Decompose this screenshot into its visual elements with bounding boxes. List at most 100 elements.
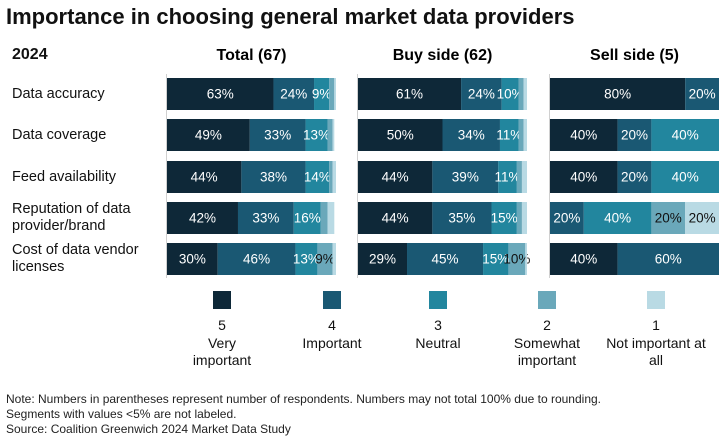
value-label: 80%	[604, 87, 631, 102]
bar-segment	[651, 202, 686, 234]
value-label: 24%	[280, 87, 307, 102]
bar-segment	[651, 161, 719, 193]
value-label: 9%	[315, 252, 335, 267]
bar-segment	[525, 243, 527, 275]
bar-segment	[327, 202, 335, 234]
bar-segment	[327, 119, 333, 151]
bar-segment	[317, 243, 333, 275]
value-label: 44%	[191, 170, 218, 185]
bar-segment	[358, 243, 408, 275]
bar-segment	[334, 78, 336, 110]
legend-swatch	[213, 291, 231, 309]
value-label: 15%	[491, 211, 518, 226]
bar-segment	[273, 78, 315, 110]
legend-swatch	[538, 291, 556, 309]
bar-segment	[483, 243, 509, 275]
legend-label: Important	[302, 335, 362, 351]
bar-segment	[550, 161, 618, 193]
legend-swatch	[323, 291, 341, 309]
bar-segment	[516, 202, 522, 234]
bar-segment	[550, 202, 584, 234]
legend-code: 4	[328, 317, 336, 333]
value-label: 15%	[482, 252, 509, 267]
bar-segment	[651, 119, 719, 151]
value-label: 38%	[260, 170, 287, 185]
value-label: 40%	[672, 170, 699, 185]
value-label: 29%	[369, 252, 396, 267]
bar-segment	[329, 161, 333, 193]
legend-label: Not important at all	[606, 335, 706, 368]
value-label: 16%	[294, 211, 321, 226]
legend-label: Somewhat important	[513, 335, 581, 368]
value-label: 30%	[179, 252, 206, 267]
legend-swatch	[647, 291, 665, 309]
bar-segment	[293, 202, 321, 234]
legend-code: 2	[543, 317, 551, 333]
bar-segment	[167, 78, 274, 110]
bar-segment	[491, 202, 517, 234]
value-label: 40%	[570, 252, 597, 267]
category-label: Cost of data vendor licenses	[12, 242, 139, 275]
legend-code: 1	[652, 317, 660, 333]
bar-segment	[314, 78, 330, 110]
bar-segment	[521, 161, 527, 193]
value-label: 24%	[468, 87, 495, 102]
panel-title: Total (67)	[217, 47, 287, 64]
value-label: 11%	[495, 170, 521, 185]
value-label: 20%	[621, 170, 648, 185]
value-label: 45%	[432, 252, 459, 267]
bar-segment	[332, 119, 335, 151]
value-label: 44%	[382, 211, 409, 226]
value-label: 34%	[458, 128, 485, 143]
bar-segment	[358, 119, 443, 151]
bar-segment	[305, 161, 330, 193]
category-label: Feed availability	[12, 168, 116, 185]
bar-segment	[432, 202, 492, 234]
bar-segment	[516, 161, 522, 193]
bar-segment	[249, 119, 306, 151]
value-label: 20%	[621, 128, 648, 143]
note: Source: Coalition Greenwich 2024 Market …	[6, 422, 291, 436]
bar-segment	[583, 202, 652, 234]
value-label: 61%	[396, 87, 423, 102]
bar-segment	[617, 243, 719, 275]
value-label: 20%	[655, 211, 682, 226]
bar-segment	[241, 161, 306, 193]
value-label: 11%	[496, 128, 522, 143]
bar-segment	[550, 243, 618, 275]
legend-swatch	[429, 291, 447, 309]
note: Note: Numbers in parentheses represent n…	[6, 392, 602, 406]
category-label: Data coverage	[12, 126, 107, 143]
bar-segment	[329, 78, 335, 110]
bar-segment	[167, 119, 250, 151]
bar-segment	[521, 202, 527, 234]
bar-segment	[523, 119, 527, 151]
note: Segments with values <5% are not labeled…	[6, 407, 237, 421]
value-label: 13%	[293, 252, 320, 267]
bar-segment	[550, 119, 618, 151]
bar-segment	[167, 161, 242, 193]
value-label: 42%	[189, 211, 216, 226]
bar-segment	[501, 78, 519, 110]
value-label: 39%	[452, 170, 479, 185]
bar-segment	[432, 161, 499, 193]
bar-segment	[523, 78, 527, 110]
value-label: 60%	[655, 252, 682, 267]
value-label: 44%	[382, 170, 409, 185]
value-label: 13%	[303, 128, 330, 143]
value-label: 10%	[503, 252, 530, 267]
value-label: 49%	[195, 128, 222, 143]
bar-segment	[237, 202, 294, 234]
bar-segment	[332, 243, 336, 275]
value-label: 40%	[672, 128, 699, 143]
bar-segment	[617, 119, 652, 151]
value-label: 33%	[264, 128, 291, 143]
bar-segment	[217, 243, 296, 275]
bar-segment	[358, 161, 433, 193]
bar-segment	[685, 78, 719, 110]
value-label: 20%	[689, 87, 716, 102]
bar-segment	[442, 119, 500, 151]
bar-segment	[617, 161, 652, 193]
bar-segment	[498, 161, 517, 193]
category-label: Data accuracy	[12, 85, 105, 102]
